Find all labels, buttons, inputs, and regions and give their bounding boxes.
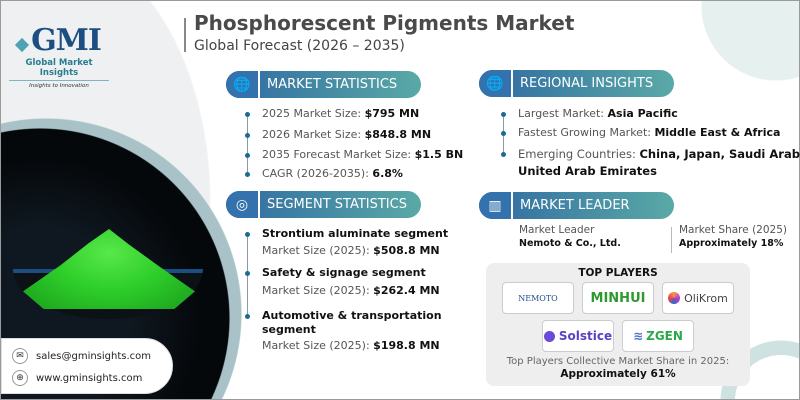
globe-icon: ⊕ (12, 370, 28, 386)
list-item: 2026 Market Size: $848.8 MN (244, 128, 432, 141)
segment-name: Safety & signage segment (245, 266, 426, 279)
mail-icon: ✉ (12, 348, 28, 364)
target-chart-icon: ◎ (226, 191, 260, 218)
logo-diamond-icon (14, 37, 30, 53)
top-players-heading: TOP PLAYERS (578, 267, 658, 279)
leader-name: Nemoto & Co., Ltd. (519, 238, 621, 249)
title-divider (184, 18, 186, 52)
page-title: Phosphorescent Pigments Market (194, 11, 575, 35)
globe-chart-icon: 🌐 (226, 71, 260, 98)
segment-name: Automotive & transportation (245, 309, 442, 322)
share-value: Approximately 18% (679, 238, 784, 249)
section-heading: MARKET STATISTICS (267, 77, 398, 92)
section-heading: SEGMENT STATISTICS (267, 197, 407, 212)
website-link[interactable]: ⊕ www.gminsights.com (12, 370, 142, 386)
segment-statistics-header: ◎ SEGMENT STATISTICS (226, 191, 421, 218)
divider (671, 227, 672, 253)
globe-icon: 🌐 (479, 70, 513, 97)
solstice-icon (543, 330, 555, 342)
player-logo-minhui: MINHUI (582, 282, 654, 314)
regional-insights-header: 🌐 REGIONAL INSIGHTS (479, 70, 674, 97)
section-heading: MARKET LEADER (520, 198, 630, 213)
list-item-continued: United Arab Emirates (518, 164, 657, 178)
website-text[interactable]: www.gminsights.com (36, 372, 143, 384)
page-subtitle: Global Forecast (2026 – 2035) (194, 38, 405, 54)
leader-label: Market Leader (519, 224, 595, 236)
email-link[interactable]: ✉ sales@gminsights.com (12, 348, 151, 364)
segment-value: Market Size (2025): $262.4 MN (262, 284, 440, 297)
list-item: 2035 Forecast Market Size: $1.5 BN (244, 148, 464, 161)
collective-share-value: Approximately 61% (560, 368, 676, 380)
logo-tagline: Insights to Innovation (29, 83, 89, 89)
timeline-line (247, 115, 248, 177)
contact-card: ✉ sales@gminsights.com ⊕ www.gminsights.co… (1, 338, 173, 394)
logo-mark: GMI (31, 23, 102, 58)
player-logo-nemoto: NEMOTO (502, 282, 574, 314)
list-item: CAGR (2026-2035): 6.8% (245, 167, 403, 180)
section-heading: REGIONAL INSIGHTS (520, 76, 654, 91)
player-logo-zgen: ≋ ZGEN (622, 320, 694, 352)
timeline-line (247, 235, 248, 317)
market-leader-header: ▥ MARKET LEADER (479, 192, 674, 219)
list-item: Emerging Countries: China, Japan, Saudi … (501, 147, 800, 161)
segment-value: Market Size (2025): $198.8 MN (262, 339, 440, 352)
segment-value: Market Size (2025): $508.8 MN (262, 244, 440, 257)
bar-chart-icon: ▥ (479, 192, 513, 219)
market-leader-info: Market Leader Nemoto & Co., Ltd. (519, 224, 621, 250)
list-item: Fastest Growing Market: Middle East & Af… (500, 126, 781, 139)
segment-name-continued: segment (262, 323, 316, 336)
zgen-icon: ≋ (633, 329, 644, 343)
market-statistics-header: 🌐 MARKET STATISTICS (226, 71, 421, 98)
logo-name: Global Market Insights (9, 58, 109, 81)
logo: GMI Global Market Insights Insights to I… (9, 23, 109, 89)
top-players-panel: TOP PLAYERS NEMOTO MINHUI OliKrom Solsti… (486, 263, 750, 386)
segment-name: Strontium aluminate segment (244, 227, 449, 240)
list-item: Largest Market: Asia Pacific (501, 107, 678, 120)
list-item: 2025 Market Size: $795 MN (244, 107, 420, 120)
collective-share-label: Top Players Collective Market Share in 2… (506, 356, 730, 367)
email-text[interactable]: sales@gminsights.com (36, 350, 152, 362)
olikrom-icon (668, 292, 681, 304)
share-label: Market Share (2025) (679, 224, 787, 236)
player-logo-olikrom: OliKrom (662, 282, 734, 314)
market-share-info: Market Share (2025) Approximately 18% (679, 224, 787, 250)
player-logo-solstice: Solstice (542, 320, 614, 352)
